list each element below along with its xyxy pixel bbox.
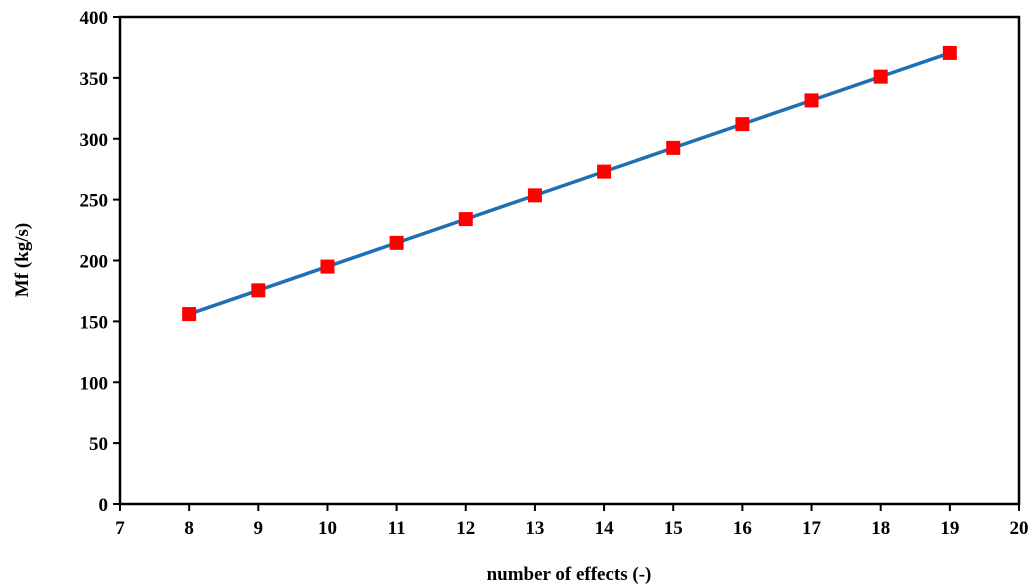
data-point <box>527 188 542 203</box>
data-point <box>597 164 612 179</box>
data-point <box>320 259 335 274</box>
x-tick-label: 14 <box>595 518 615 539</box>
y-tick-label: 0 <box>99 495 109 516</box>
y-tick-label: 100 <box>80 373 109 394</box>
y-axis: 0 50 100 150 200 250 300 350 400 <box>80 8 120 516</box>
y-tick-label: 400 <box>80 8 109 29</box>
x-tick-label: 15 <box>664 518 683 539</box>
x-tick-label: 10 <box>318 518 337 539</box>
x-tick-label: 17 <box>802 518 822 539</box>
x-tick-label: 8 <box>184 518 194 539</box>
data-point <box>251 283 266 298</box>
data-point <box>942 45 957 60</box>
x-tick-label: 19 <box>940 518 959 539</box>
data-point <box>873 69 888 84</box>
data-point <box>735 117 750 132</box>
x-axis-title: number of effects (-) <box>487 564 652 585</box>
y-tick-label: 250 <box>80 191 109 212</box>
series-line <box>188 51 951 316</box>
y-tick-label: 150 <box>80 312 109 333</box>
data-point <box>458 212 473 227</box>
x-tick-label: 13 <box>525 518 544 539</box>
x-tick-label: 12 <box>456 518 475 539</box>
plot-frame <box>118 15 1021 506</box>
y-tick-label: 350 <box>80 69 109 90</box>
x-tick-label: 11 <box>388 518 406 539</box>
data-point <box>666 140 681 155</box>
data-point <box>389 235 404 250</box>
data-point <box>182 307 197 322</box>
x-tick-label: 20 <box>1010 518 1029 539</box>
x-axis: 7 8 9 10 11 12 13 14 15 16 17 18 19 20 <box>115 504 1029 539</box>
x-tick-label: 16 <box>733 518 752 539</box>
y-axis-title: Mf (kg/s) <box>12 223 33 297</box>
y-tick-label: 200 <box>80 252 109 273</box>
y-tick-label: 300 <box>80 130 109 151</box>
x-tick-label: 18 <box>871 518 890 539</box>
y-tick-label: 50 <box>89 434 108 455</box>
data-point <box>804 93 819 108</box>
x-tick-label: 9 <box>254 518 264 539</box>
x-tick-label: 7 <box>115 518 125 539</box>
series-layer <box>182 45 957 322</box>
